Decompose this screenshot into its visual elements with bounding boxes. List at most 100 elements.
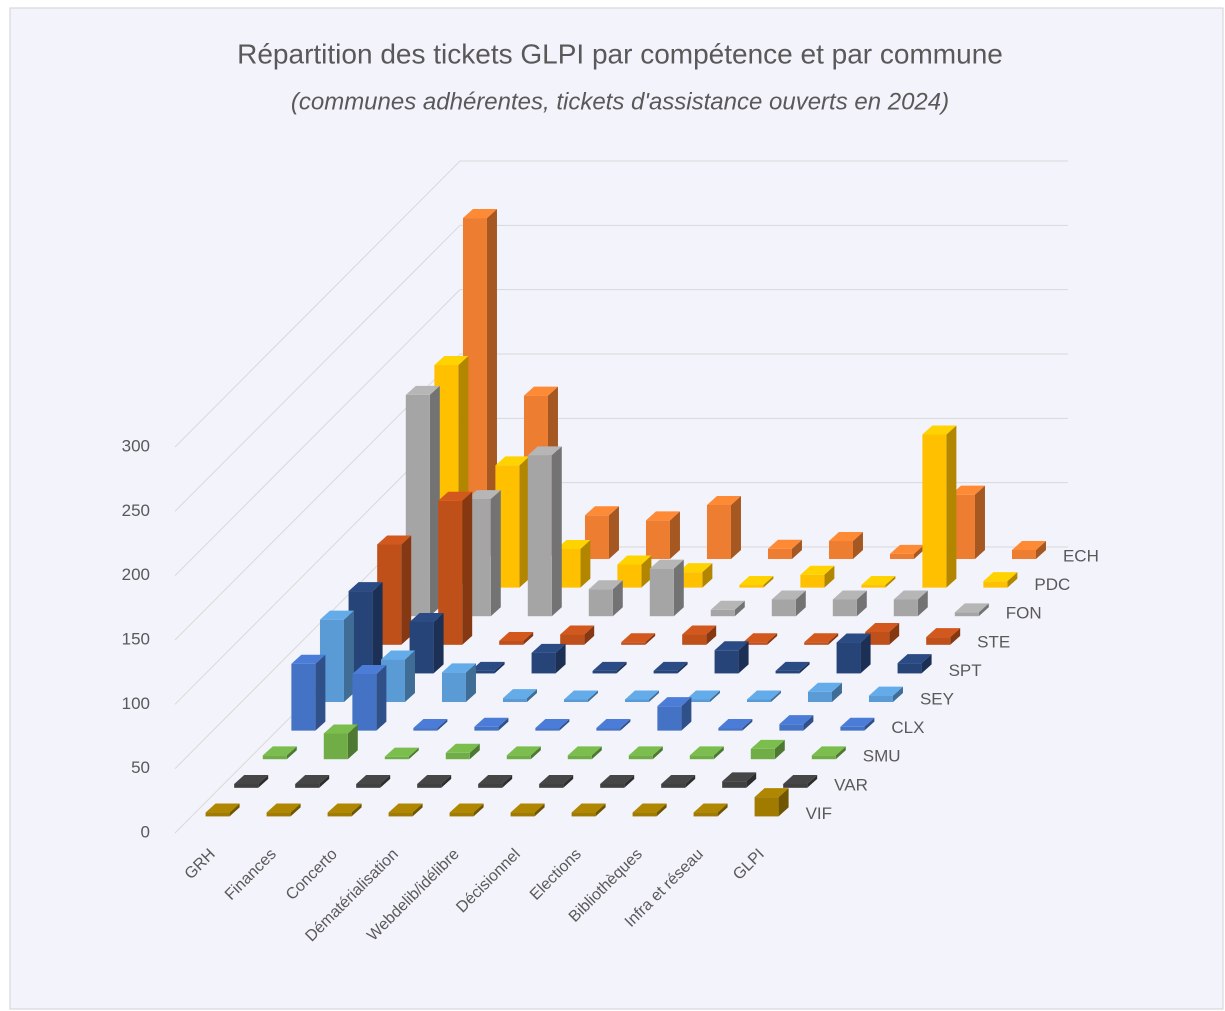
bar: [413, 719, 448, 731]
bar-top: [441, 663, 476, 673]
bar-side: [950, 628, 961, 645]
bar-side: [343, 610, 354, 703]
bar: [718, 719, 753, 731]
bar-top: [356, 774, 391, 784]
series-label: VIF: [806, 804, 832, 823]
bar-side: [856, 590, 867, 617]
bar-top: [266, 803, 301, 813]
bar-top: [710, 600, 745, 610]
bar: [739, 576, 774, 588]
bar-top: [624, 690, 659, 700]
bar: [563, 690, 598, 703]
bar: [804, 633, 839, 645]
bar-side: [469, 743, 480, 760]
bar: [449, 803, 484, 817]
bar-top: [584, 506, 619, 516]
bar-side: [534, 803, 545, 817]
bar-top: [950, 485, 985, 495]
bar-side: [1035, 541, 1046, 560]
bar-top: [295, 774, 330, 784]
bar-top: [767, 539, 802, 549]
series-label: VAR: [834, 775, 868, 794]
bar: [1011, 541, 1046, 560]
bar: [478, 774, 513, 788]
bar-side: [978, 603, 989, 617]
bar-front: [743, 642, 768, 645]
bar-front: [617, 564, 642, 588]
bar-front: [567, 755, 592, 760]
bar-front: [1011, 550, 1036, 560]
bar-top: [409, 612, 444, 622]
bar-side: [852, 532, 863, 560]
bar: [295, 774, 330, 788]
bar-front: [678, 572, 703, 588]
bar-top: [678, 563, 713, 573]
bar-side: [1007, 572, 1018, 588]
bar: [828, 532, 863, 560]
bar-side: [412, 803, 423, 817]
bar-side: [441, 774, 452, 788]
bar-side: [645, 633, 656, 645]
series-label: FON: [1006, 604, 1042, 623]
bar-front: [510, 812, 535, 817]
bar-top: [592, 661, 627, 671]
series-label: ECH: [1063, 547, 1099, 566]
bar-front: [828, 541, 853, 560]
bar-top: [804, 633, 839, 643]
bar-side: [892, 686, 903, 703]
bar: [621, 633, 656, 645]
bar-top: [499, 631, 534, 641]
bar-top: [445, 743, 480, 753]
bar-side: [746, 772, 757, 788]
bar-top: [478, 774, 513, 784]
bar-side: [498, 717, 509, 731]
bar-top: [205, 803, 240, 813]
bar-top: [657, 697, 692, 707]
y-tick-label: 200: [122, 565, 150, 584]
bar: [506, 746, 541, 760]
bar-top: [531, 643, 566, 653]
bar: [714, 641, 749, 674]
bar: [836, 633, 871, 674]
bar: [649, 559, 684, 617]
bar: [868, 686, 903, 703]
bar: [750, 739, 785, 760]
bar-front: [754, 797, 779, 817]
bar-side: [584, 625, 595, 645]
bar-top: [527, 446, 562, 456]
bar-front: [327, 812, 352, 817]
bar: [327, 803, 362, 817]
y-tick-label: 300: [122, 436, 150, 455]
bar: [754, 788, 789, 817]
bar-side: [974, 485, 985, 560]
bar-side: [681, 697, 692, 731]
bar-top: [596, 719, 631, 729]
series-label: CLX: [891, 718, 924, 737]
bar-side: [351, 803, 362, 817]
bar-top: [983, 572, 1018, 582]
bar-side: [376, 665, 387, 731]
series-label: SMU: [863, 747, 901, 766]
bar: [722, 772, 757, 788]
bar-top: [832, 590, 867, 600]
bar: [234, 774, 269, 788]
bar: [661, 774, 696, 788]
bar-front: [266, 812, 291, 817]
bar-front: [682, 634, 707, 645]
bar-top: [291, 654, 326, 664]
bar-side: [551, 446, 562, 617]
bar: [767, 539, 802, 560]
bar-front: [767, 548, 792, 560]
bar-top: [714, 641, 749, 651]
bar-top: [262, 746, 297, 756]
bar-front: [710, 609, 735, 617]
chart-title: Répartition des tickets GLPI par compéte…: [237, 38, 1003, 69]
bar-side: [641, 555, 652, 588]
bar-front: [868, 695, 893, 703]
bar: [840, 717, 875, 731]
bar-side: [315, 654, 326, 731]
bar-side: [494, 661, 505, 674]
bar-top: [506, 746, 541, 756]
series-label: SPT: [949, 661, 982, 680]
bar: [922, 425, 957, 588]
